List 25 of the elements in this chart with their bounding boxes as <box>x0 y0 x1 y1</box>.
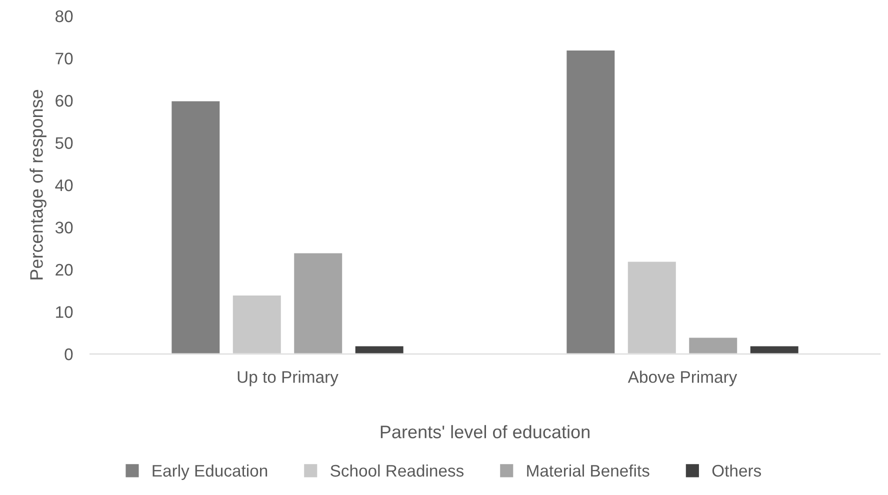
legend-label: School Readiness <box>330 464 464 477</box>
y-tick-label: 70 <box>56 52 73 64</box>
y-tick-label: 40 <box>55 179 73 192</box>
legend-label: Early Education <box>152 464 268 480</box>
y-tick-label: 80 <box>56 10 73 22</box>
bar <box>170 100 222 354</box>
bar <box>565 49 616 354</box>
x-tick-label: Above Primary <box>628 370 738 386</box>
y-tick-label: 60 <box>56 94 73 107</box>
legend-label: Material Benefits <box>527 464 650 477</box>
y-tick-label: 50 <box>55 137 73 149</box>
y-tick-label: 0 <box>64 348 73 360</box>
bar <box>232 294 282 354</box>
y-tick-label: 30 <box>55 222 73 234</box>
bar <box>688 336 738 354</box>
x-tick-label: Up to Primary <box>238 370 338 386</box>
y-tick-label: 10 <box>56 306 73 318</box>
bar <box>292 252 344 354</box>
x-axis-title: Parents' level of education <box>380 425 590 438</box>
bar <box>748 344 800 354</box>
bar <box>354 344 405 354</box>
bar <box>626 260 678 354</box>
y-axis-title: Percentage of response <box>30 90 46 280</box>
y-tick-label: 20 <box>56 264 73 276</box>
legend-label: Others <box>712 464 761 477</box>
